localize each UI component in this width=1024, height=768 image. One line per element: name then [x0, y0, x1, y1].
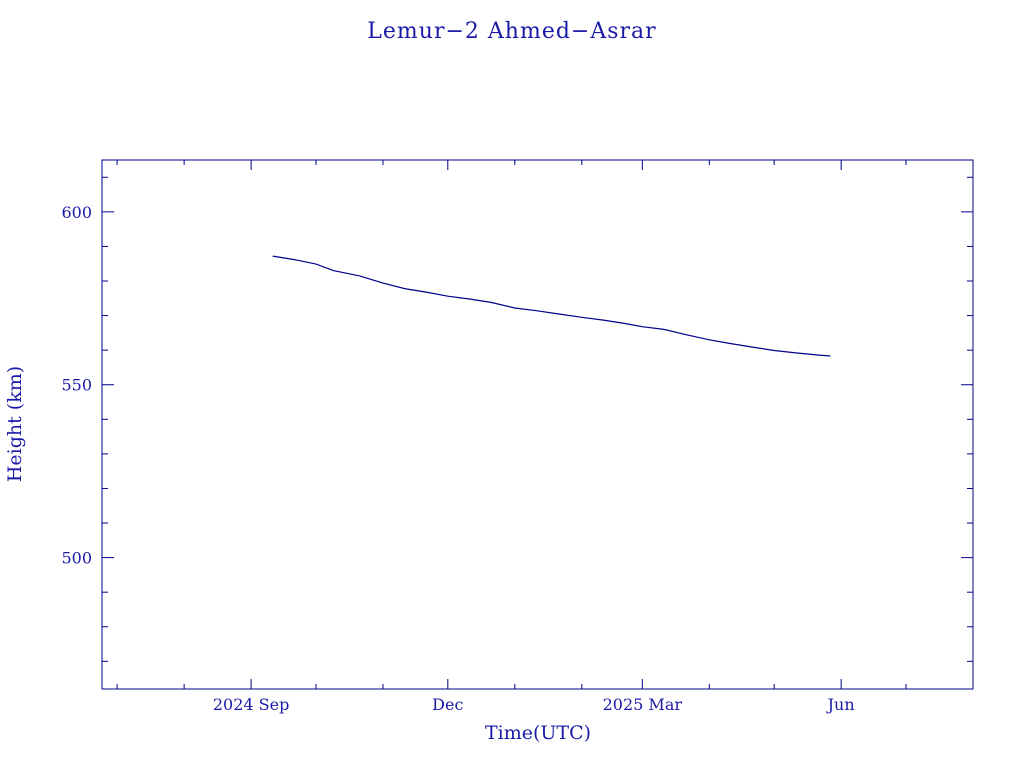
y-tick-label: 600 [61, 203, 92, 222]
chart-title: Lemur−2 Ahmed−Asrar [367, 19, 656, 44]
series-line-0 [272, 255, 831, 357]
x-tick-label: 2024 Sep [213, 695, 289, 714]
y-axis-title: Height (km) [4, 366, 26, 482]
x-tick-label: Dec [432, 695, 463, 714]
y-tick-label: 500 [61, 549, 92, 568]
y-tick-label: 550 [61, 376, 92, 395]
x-tick-label: 2025 Mar [603, 695, 683, 714]
x-tick-label: Jun [826, 695, 855, 714]
plot-area: 2024 Sep Dec 2025 Mar Jun 500 550 600 [61, 159, 974, 714]
plot-frame [101, 159, 974, 690]
x-axis-title: Time(UTC) [485, 722, 591, 744]
